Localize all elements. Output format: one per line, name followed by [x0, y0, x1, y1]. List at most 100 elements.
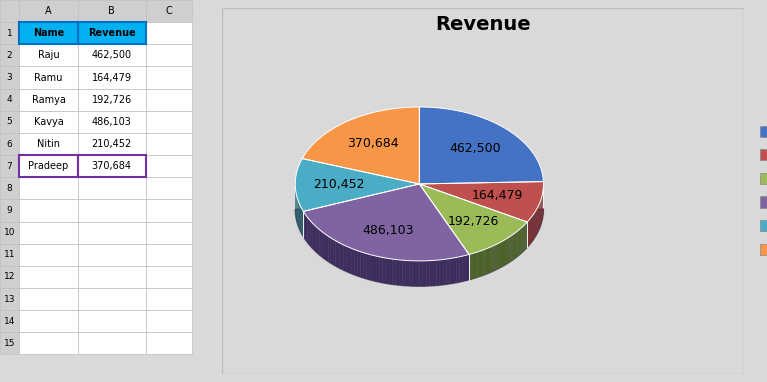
Bar — [146, 310, 192, 332]
Polygon shape — [499, 243, 500, 269]
Polygon shape — [322, 231, 324, 259]
Bar — [0, 199, 19, 222]
Polygon shape — [420, 181, 544, 222]
Bar — [0, 177, 19, 199]
Text: Nitin: Nitin — [37, 139, 60, 149]
Polygon shape — [514, 233, 515, 259]
Polygon shape — [386, 258, 389, 284]
Bar — [19, 332, 78, 354]
Polygon shape — [295, 159, 420, 211]
Text: 164,479: 164,479 — [472, 189, 523, 202]
Polygon shape — [487, 248, 488, 274]
Text: Revenue: Revenue — [88, 28, 136, 38]
Polygon shape — [480, 251, 481, 277]
Polygon shape — [515, 232, 516, 258]
Bar — [146, 111, 192, 133]
Bar — [19, 155, 78, 177]
Bar — [78, 310, 146, 332]
Bar — [146, 222, 192, 244]
Bar — [78, 332, 146, 354]
Bar — [146, 133, 192, 155]
Text: 3: 3 — [7, 73, 12, 82]
Polygon shape — [309, 219, 311, 246]
Polygon shape — [357, 251, 360, 277]
Bar — [78, 155, 146, 177]
Bar — [19, 22, 78, 44]
Polygon shape — [489, 247, 490, 273]
Polygon shape — [380, 257, 383, 283]
Polygon shape — [314, 225, 316, 252]
Polygon shape — [396, 259, 399, 285]
Polygon shape — [492, 246, 493, 272]
Text: B: B — [108, 6, 115, 16]
Polygon shape — [312, 223, 314, 250]
Polygon shape — [453, 257, 456, 283]
Bar — [78, 0, 146, 22]
Polygon shape — [308, 217, 309, 244]
Bar — [78, 66, 146, 89]
Polygon shape — [324, 233, 326, 260]
Bar — [0, 332, 19, 354]
Bar — [78, 155, 146, 177]
Text: 192,726: 192,726 — [448, 215, 499, 228]
Polygon shape — [373, 255, 376, 282]
Text: A: A — [45, 6, 52, 16]
Bar — [19, 288, 78, 310]
Polygon shape — [389, 259, 393, 285]
Bar — [0, 266, 19, 288]
Bar — [19, 66, 78, 89]
Bar — [78, 222, 146, 244]
Polygon shape — [423, 261, 426, 286]
Bar — [0, 22, 19, 44]
Polygon shape — [459, 256, 463, 282]
Bar — [146, 288, 192, 310]
Bar — [19, 0, 78, 22]
Polygon shape — [501, 241, 502, 267]
Polygon shape — [506, 238, 507, 264]
Bar — [0, 133, 19, 155]
Polygon shape — [476, 252, 478, 278]
Polygon shape — [508, 237, 509, 263]
Text: 192,726: 192,726 — [92, 95, 132, 105]
Polygon shape — [341, 244, 344, 270]
Polygon shape — [354, 249, 357, 276]
Polygon shape — [482, 250, 483, 276]
Polygon shape — [420, 184, 527, 254]
Polygon shape — [517, 231, 518, 257]
Polygon shape — [328, 236, 331, 263]
Polygon shape — [513, 234, 514, 260]
Bar — [146, 89, 192, 111]
Bar — [78, 22, 146, 44]
Bar — [146, 332, 192, 354]
Polygon shape — [469, 254, 470, 280]
Polygon shape — [507, 238, 508, 264]
Polygon shape — [509, 236, 511, 262]
Polygon shape — [413, 261, 416, 286]
Bar — [19, 111, 78, 133]
Polygon shape — [318, 228, 320, 255]
Bar — [19, 89, 78, 111]
Text: C: C — [166, 6, 172, 16]
Bar — [78, 133, 146, 155]
Text: 2: 2 — [7, 51, 12, 60]
Polygon shape — [399, 260, 403, 286]
Text: 486,103: 486,103 — [362, 223, 414, 236]
Polygon shape — [370, 254, 373, 281]
Bar — [0, 222, 19, 244]
Text: 210,452: 210,452 — [313, 178, 364, 191]
Bar — [19, 177, 78, 199]
Text: Revenue: Revenue — [435, 15, 531, 34]
Bar — [19, 44, 78, 66]
Polygon shape — [430, 261, 433, 286]
Text: 9: 9 — [7, 206, 12, 215]
Text: 14: 14 — [4, 317, 15, 326]
Polygon shape — [420, 107, 543, 184]
Polygon shape — [302, 107, 420, 184]
Text: 11: 11 — [4, 250, 15, 259]
Text: 10: 10 — [4, 228, 15, 237]
Polygon shape — [311, 221, 312, 248]
Polygon shape — [474, 253, 476, 278]
Bar — [146, 266, 192, 288]
Polygon shape — [500, 242, 501, 268]
Polygon shape — [446, 259, 449, 285]
